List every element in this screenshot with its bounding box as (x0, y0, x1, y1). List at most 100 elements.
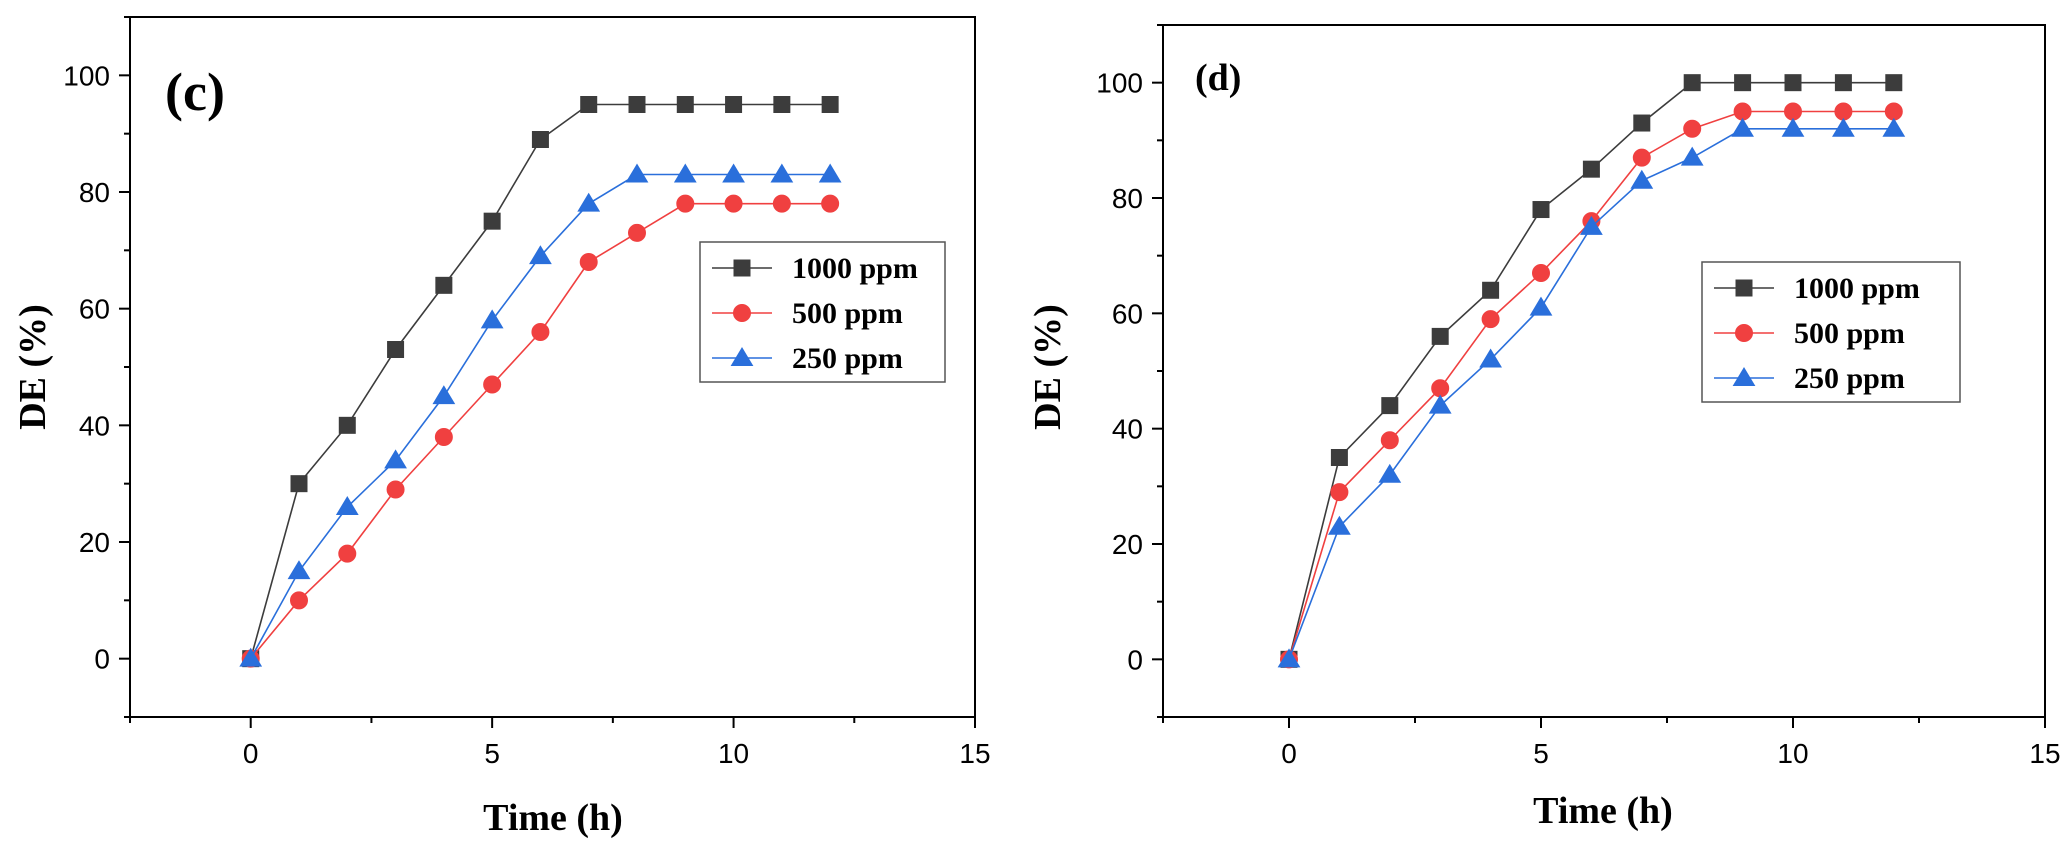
chart-d-data-point (1781, 117, 1805, 137)
chart-d-series-1000-ppm (1280, 74, 1903, 668)
chart-c-data-point (338, 416, 356, 434)
chart-d-x-axis-title: Time (h) (1533, 790, 1673, 832)
chart-d-legend-marker (1732, 367, 1756, 386)
chart-d-legend-marker (1735, 279, 1753, 297)
chart-d-data-point (1683, 74, 1701, 92)
chart-c-data-point (770, 163, 794, 183)
chart-c-group: 0 5 10 15 0 20 40 60 80 100 Time (h) DE (%) (c) 1000 … (12, 16, 991, 839)
chart-d-data-point (1330, 483, 1349, 502)
chart-c-data-point (676, 194, 695, 213)
chart-d-legend-label: 500 ppm (1794, 317, 1905, 350)
chart-c-y-axis-title: DE (%) (12, 304, 54, 430)
chart-d-data-point (1633, 114, 1651, 132)
chart-d-data-point (1734, 74, 1752, 92)
chart-d-y-axis-title: DE (%) (1027, 304, 1069, 430)
chart-d-data-point (1882, 117, 1906, 137)
chart-c-y-tick-label: 80 (79, 177, 110, 208)
chart-d-data-point (1784, 102, 1802, 121)
chart-d-y-tick-label: 100 (1096, 68, 1143, 99)
chart-c-data-point (290, 591, 308, 610)
chart-d-data-point (1481, 310, 1500, 329)
chart-c-legend: 1000 ppm 500 ppm 250 ppm (699, 241, 946, 383)
chart-d-y-tick-label: 0 (1127, 644, 1143, 675)
chart-d-data-point (1532, 263, 1550, 282)
chart-c-legend-marker (733, 259, 751, 277)
chart-c-y-tick-label: 0 (94, 644, 110, 675)
chart-c-data-point (387, 341, 405, 358)
chart-d-x-tick-label: 15 (2029, 738, 2060, 769)
chart-c-data-point (577, 192, 601, 212)
chart-c-y-tick-label: 100 (63, 60, 110, 91)
chart-d-x-tick-label: 10 (1777, 738, 1808, 769)
chart-d-data-point (1630, 169, 1654, 189)
chart-c-legend-label: 250 ppm (792, 342, 903, 375)
chart-c-data-point (531, 323, 550, 341)
chart-c-data-point (580, 96, 598, 113)
chart-d-series-250-ppm (1277, 117, 1906, 668)
chart-d-legend-item: 1000 ppm (1714, 272, 1920, 305)
chart-c-data-point (725, 96, 743, 113)
chart-c-data-point (384, 449, 407, 469)
chart-c-data-point (338, 544, 357, 563)
chart-d-data-point (1428, 394, 1452, 414)
chart-d-legend: 1000 ppm 500 ppm 250 ppm (1701, 261, 1961, 403)
chart-d-data-point (1431, 379, 1450, 398)
chart-c-data-point (529, 245, 552, 265)
chart-c-legend-label: 500 ppm (792, 297, 903, 330)
chart-c-data-point (628, 96, 646, 113)
chart-d-panel-label: (d) (1195, 57, 1241, 99)
chart-c-data-point (432, 385, 456, 405)
chart-c-x-axis-title: Time (h) (483, 797, 623, 839)
chart-c-data-point (625, 163, 649, 183)
chart-d-y-tick-label: 20 (1112, 529, 1143, 560)
chart-d-data-point (1381, 397, 1399, 415)
chart-c-data-point (483, 375, 502, 394)
chart-c-data-point (772, 194, 791, 213)
chart-d-group: 0 5 10 15 0 20 40 60 80 100 Time (h) DE (%) (d) 1000 … (1027, 24, 2061, 832)
chart-c-legend-item: 1000 ppm (712, 252, 918, 285)
chart-c-data-point (773, 96, 791, 113)
chart-c-data-point (818, 163, 842, 183)
chart-c-data-point (434, 428, 453, 446)
chart-d-data-point (1731, 117, 1754, 137)
chart-c-legend-label: 1000 ppm (792, 252, 918, 285)
chart-c-legend-item: 500 ppm (712, 297, 903, 330)
chart-c-panel-label: (c) (165, 62, 225, 122)
chart-d-data-point (1482, 281, 1500, 299)
chart-c-x-tick-label: 5 (484, 738, 500, 769)
chart-d-data-point (1378, 463, 1402, 483)
chart-d-legend-item: 500 ppm (1714, 317, 1905, 350)
chart-c-series-500-ppm (241, 194, 840, 668)
chart-c-y-tick-label: 60 (79, 294, 110, 325)
chart-c-legend-marker (730, 347, 754, 366)
chart-d-data-point (1733, 102, 1752, 121)
chart-d-data-point (1532, 201, 1550, 219)
chart-c-data-point (239, 647, 263, 667)
chart-c-x-tick-label: 0 (243, 738, 259, 769)
chart-c-data-point (673, 163, 697, 183)
chart-d-y-tick-label: 60 (1112, 298, 1143, 329)
chart-c-legend-item: 250 ppm (712, 342, 903, 375)
chart-c-data-point (724, 194, 743, 213)
chart-c-data-point (287, 560, 311, 580)
chart-c-x-tick-label: 10 (718, 738, 749, 769)
chart-c-data-point (483, 212, 501, 230)
chart-d-data-point (1834, 102, 1853, 121)
chart-d-legend-marker (1735, 324, 1753, 342)
chart-c-data-point (531, 131, 549, 148)
chart-d-legend-label: 250 ppm (1794, 362, 1905, 395)
chart-c-x-tick-label: 15 (959, 738, 990, 769)
chart-d-data-point (1834, 74, 1852, 92)
chart-c-y-tick-label: 40 (79, 410, 110, 441)
chart-d-data-point (1582, 160, 1600, 178)
chart-c-legend-marker (733, 304, 751, 322)
chart-d-data-point (1884, 102, 1903, 121)
chart-c-data-point (480, 309, 504, 329)
chart-c-data-point (386, 480, 405, 499)
chart-d-data-point (1784, 74, 1802, 92)
chart-d-data-point (1479, 348, 1502, 368)
chart-d-x-tick-label: 0 (1281, 738, 1297, 769)
chart-c-data-point (290, 475, 308, 493)
chart-d-data-point (1431, 327, 1449, 345)
